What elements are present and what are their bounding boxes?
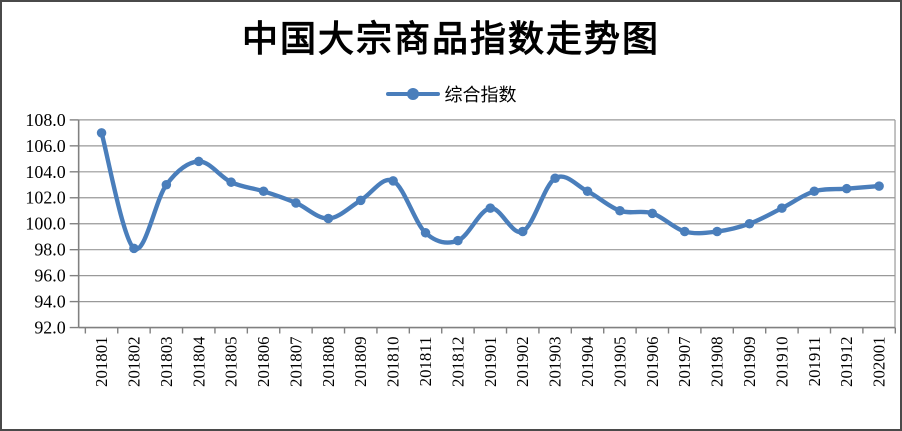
data-point-marker bbox=[161, 180, 172, 190]
x-axis-label: 201904 bbox=[578, 336, 597, 387]
x-axis-label: 201810 bbox=[384, 336, 403, 387]
x-axis-label: 201812 bbox=[448, 336, 467, 387]
data-point-marker bbox=[453, 235, 463, 246]
data-point-marker bbox=[841, 183, 852, 194]
y-axis-label: 108.0 bbox=[25, 110, 65, 130]
x-axis-label: 201912 bbox=[837, 336, 856, 387]
legend-line-sample bbox=[385, 88, 440, 100]
x-axis-label: 202001 bbox=[870, 336, 889, 387]
data-point-marker bbox=[355, 195, 366, 206]
data-point-marker bbox=[517, 226, 528, 237]
x-axis-label: 201803 bbox=[157, 336, 176, 387]
x-axis-label: 201802 bbox=[124, 336, 143, 387]
x-axis-label: 201804 bbox=[189, 336, 208, 387]
x-axis-label: 201808 bbox=[319, 336, 338, 387]
x-axis-label: 201907 bbox=[675, 336, 694, 387]
x-axis-label: 201906 bbox=[643, 336, 662, 387]
x-axis-label: 201910 bbox=[772, 336, 791, 387]
series-line bbox=[99, 130, 882, 252]
x-axis-label: 201805 bbox=[222, 336, 241, 387]
x-axis-label: 201905 bbox=[610, 336, 629, 387]
y-axis-label: 100.0 bbox=[25, 214, 65, 234]
data-point-marker bbox=[582, 186, 593, 197]
chart-title: 中国大宗商品指数走势图 bbox=[241, 19, 660, 59]
legend-label: 综合指数 bbox=[444, 85, 517, 105]
x-axis-label: 201801 bbox=[92, 336, 111, 387]
data-point-marker bbox=[615, 205, 625, 216]
y-axis-label: 96.0 bbox=[34, 266, 65, 286]
y-axis-label: 102.0 bbox=[25, 188, 65, 208]
x-axis-label: 201902 bbox=[513, 336, 532, 387]
y-axis-label: 104.0 bbox=[25, 162, 65, 182]
data-point-marker bbox=[96, 128, 107, 138]
data-point-marker bbox=[291, 198, 301, 208]
x-axis-label: 201903 bbox=[546, 336, 565, 387]
data-point-marker bbox=[550, 173, 560, 184]
data-point-marker bbox=[809, 186, 820, 197]
data-point-marker bbox=[679, 226, 690, 237]
data-point-marker bbox=[647, 208, 658, 219]
x-axis-label: 201811 bbox=[416, 336, 435, 386]
data-point-marker bbox=[258, 186, 269, 197]
x-axis-label: 201909 bbox=[740, 336, 759, 387]
x-axis-label: 201908 bbox=[708, 336, 727, 387]
x-axis-label: 201911 bbox=[805, 336, 824, 386]
data-point-marker bbox=[323, 213, 334, 224]
y-axis-label: 92.0 bbox=[34, 318, 65, 338]
x-axis-label: 201809 bbox=[351, 336, 370, 387]
data-point-marker bbox=[129, 243, 139, 254]
data-point-marker bbox=[712, 226, 722, 237]
y-axis-label: 98.0 bbox=[34, 240, 65, 260]
data-point-marker bbox=[874, 181, 884, 191]
data-point-marker bbox=[193, 156, 204, 167]
legend-marker-icon bbox=[406, 88, 419, 100]
data-point-marker bbox=[388, 176, 398, 186]
y-axis-label: 106.0 bbox=[25, 136, 65, 156]
data-point-marker bbox=[777, 203, 787, 213]
data-point-marker bbox=[226, 177, 236, 187]
y-axis-label: 94.0 bbox=[34, 292, 65, 312]
legend: 综合指数 bbox=[2, 81, 900, 107]
x-axis-label: 201806 bbox=[254, 336, 273, 387]
x-axis-label: 201901 bbox=[481, 336, 500, 387]
data-point-marker bbox=[420, 228, 431, 238]
data-point-marker bbox=[744, 218, 755, 229]
data-point-marker bbox=[485, 203, 496, 213]
x-axis-label: 201807 bbox=[286, 336, 305, 387]
